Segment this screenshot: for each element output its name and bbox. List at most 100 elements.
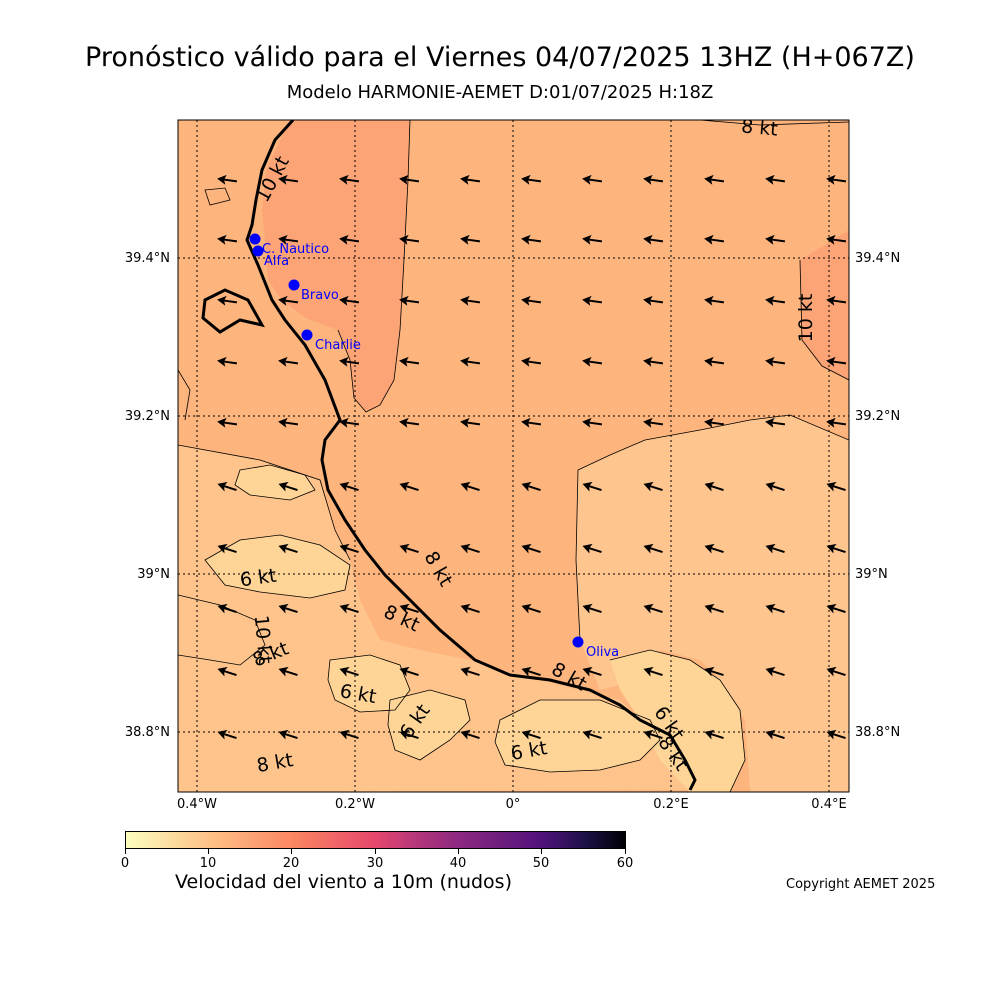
contour-label: 10 kt (795, 294, 817, 343)
station-label-charlie: Charlie (315, 338, 361, 353)
lat-tick-label-right: 39.4°N (855, 251, 900, 266)
wind-arrow (339, 174, 360, 185)
wind-arrow (339, 295, 360, 306)
wind-arrow (278, 174, 299, 185)
lat-tick-label-left: 39.4°N (125, 251, 170, 266)
wind-arrow (826, 295, 847, 306)
wind-arrow (460, 417, 481, 428)
lon-tick-label: 0° (506, 797, 521, 812)
wind-arrow (278, 356, 299, 367)
wind-arrow (460, 729, 480, 740)
station-marker-alfa[interactable] (252, 245, 264, 257)
wind-arrow (826, 356, 847, 367)
colorbar-tick-label: 10 (199, 856, 217, 871)
wind-arrow (643, 481, 663, 492)
wind-arrow (826, 481, 846, 492)
wind-arrow (521, 174, 542, 185)
wind-arrow (460, 356, 481, 367)
wind-arrow (582, 666, 602, 677)
wind-arrow (278, 417, 299, 428)
wind-arrow (704, 295, 725, 306)
lon-tick-label: 0.2°W (335, 797, 375, 812)
wind-arrow (217, 356, 238, 367)
wind-arrow (460, 234, 481, 245)
wind-arrow (765, 356, 786, 367)
wind-arrow (826, 729, 846, 740)
wind-arrow (278, 729, 298, 740)
station-marker-c-nautico[interactable] (249, 233, 261, 245)
wind-arrow (521, 481, 541, 492)
wind-arrow (217, 603, 237, 614)
colorbar-tick-label: 30 (366, 856, 384, 871)
station-label-alfa: Alfa (264, 254, 289, 269)
wind-arrow (826, 543, 846, 554)
wind-arrow (217, 295, 238, 306)
wind-arrow (217, 417, 238, 428)
wind-arrow (826, 603, 846, 614)
wind-arrow (704, 481, 724, 492)
wind-arrow (765, 729, 785, 740)
wind-arrow (704, 603, 724, 614)
lat-tick-label-right: 38.8°N (855, 725, 900, 740)
wind-arrow (278, 543, 298, 554)
colorbar-tick-mark (458, 849, 459, 854)
wind-arrow (399, 295, 420, 306)
wind-arrow (521, 234, 542, 245)
lon-tick-label: 0.4°E (811, 797, 846, 812)
wind-arrow (643, 356, 664, 367)
wind-arrow (278, 481, 298, 492)
wind-arrow (582, 417, 603, 428)
copyright-text: Copyright AEMET 2025 (786, 877, 936, 892)
wind-arrow (826, 174, 847, 185)
station-marker-charlie[interactable] (301, 329, 313, 341)
wind-arrow (217, 543, 237, 554)
wind-arrow (582, 174, 603, 185)
wind-arrow (704, 666, 724, 677)
wind-arrow (460, 481, 480, 492)
wind-arrow (643, 234, 664, 245)
wind-arrow (460, 174, 481, 185)
lat-tick-label-right: 39.2°N (855, 409, 900, 424)
colorbar-tick-mark (625, 849, 626, 854)
wind-arrow (582, 234, 603, 245)
wind-arrow (278, 295, 299, 306)
wind-arrow (460, 543, 480, 554)
contour-label: 6 kt (239, 565, 278, 592)
map-title: Pronóstico válido para el Viernes 04/07/… (85, 42, 915, 73)
wind-arrow (217, 729, 237, 740)
wind-arrow (339, 729, 359, 740)
map-subtitle: Modelo HARMONIE-AEMET D:01/07/2025 H:18Z (286, 82, 714, 103)
wind-arrow (704, 356, 725, 367)
wind-arrow (521, 417, 542, 428)
wind-arrow (521, 356, 542, 367)
wind-arrow (582, 543, 602, 554)
wind-arrow (643, 666, 663, 677)
wind-arrow (765, 417, 786, 428)
wind-arrow (521, 295, 542, 306)
colorbar-tick-mark (125, 849, 126, 854)
wind-arrow (217, 481, 237, 492)
colorbar-tick-mark (375, 849, 376, 854)
wind-arrow (582, 603, 602, 614)
lon-tick-label: 0.2°E (653, 797, 688, 812)
wind-arrow (582, 356, 603, 367)
wind-arrow (460, 295, 481, 306)
colorbar (125, 831, 626, 849)
wind-arrow (643, 729, 663, 740)
wind-arrow (278, 666, 298, 677)
colorbar-tick-mark (208, 849, 209, 854)
wind-arrow (521, 666, 541, 677)
wind-arrow (399, 417, 420, 428)
wind-arrow (643, 174, 664, 185)
wind-arrow (460, 603, 480, 614)
wind-arrow (521, 729, 541, 740)
wind-arrow (399, 543, 419, 554)
wind-arrow (582, 729, 602, 740)
station-marker-bravo[interactable] (288, 279, 300, 291)
wind-arrow (339, 543, 359, 554)
wind-arrow (765, 295, 786, 306)
wind-arrow (704, 417, 725, 428)
station-marker-oliva[interactable] (572, 636, 584, 648)
wind-arrow (765, 174, 786, 185)
colorbar-tick-label: 20 (282, 856, 300, 871)
